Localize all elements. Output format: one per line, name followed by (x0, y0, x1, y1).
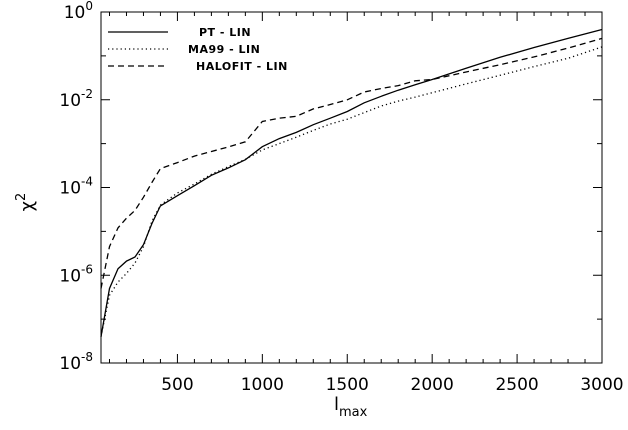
legend-label: MA99 - LIN (188, 43, 260, 56)
y-axis-label: χ2 (14, 193, 38, 212)
y-tick-label: 10-8 (59, 350, 93, 374)
x-axis-label-main: l (334, 394, 339, 415)
x-axis-label-subscript: max (339, 405, 368, 420)
x-tick-label: 3000 (580, 375, 623, 395)
ticks (101, 11, 603, 364)
plot-frame (100, 11, 603, 364)
y-axis-label-main: χ (17, 201, 38, 211)
legend-label: HALOFIT - LIN (196, 60, 288, 73)
x-tick-label: 500 (161, 375, 193, 395)
legend: PT - LIN MA99 - LIN HALOFIT - LIN (108, 26, 288, 73)
tick-labels: 500 1000 1500 2000 2500 3000 10-8 10-6 10-4 10-2 1… (59, 0, 623, 395)
legend-label: PT - LIN (199, 26, 251, 39)
series-line (100, 46, 603, 337)
x-tick-label: 1500 (326, 375, 369, 395)
series-layer (100, 28, 603, 337)
x-tick-label: 2500 (495, 375, 538, 395)
y-tick-label: 100 (64, 0, 93, 23)
y-tick-label: 10-4 (59, 175, 93, 199)
y-tick-label: 10-6 (59, 262, 93, 286)
y-axis-label-superscript: 2 (14, 193, 29, 201)
series-line (100, 28, 603, 337)
x-tick-label: 1000 (241, 375, 284, 395)
x-axis-label: lmax (334, 394, 368, 420)
series-line (100, 37, 603, 289)
y-tick-label: 10-2 (59, 87, 93, 111)
x-tick-label: 2000 (411, 375, 454, 395)
